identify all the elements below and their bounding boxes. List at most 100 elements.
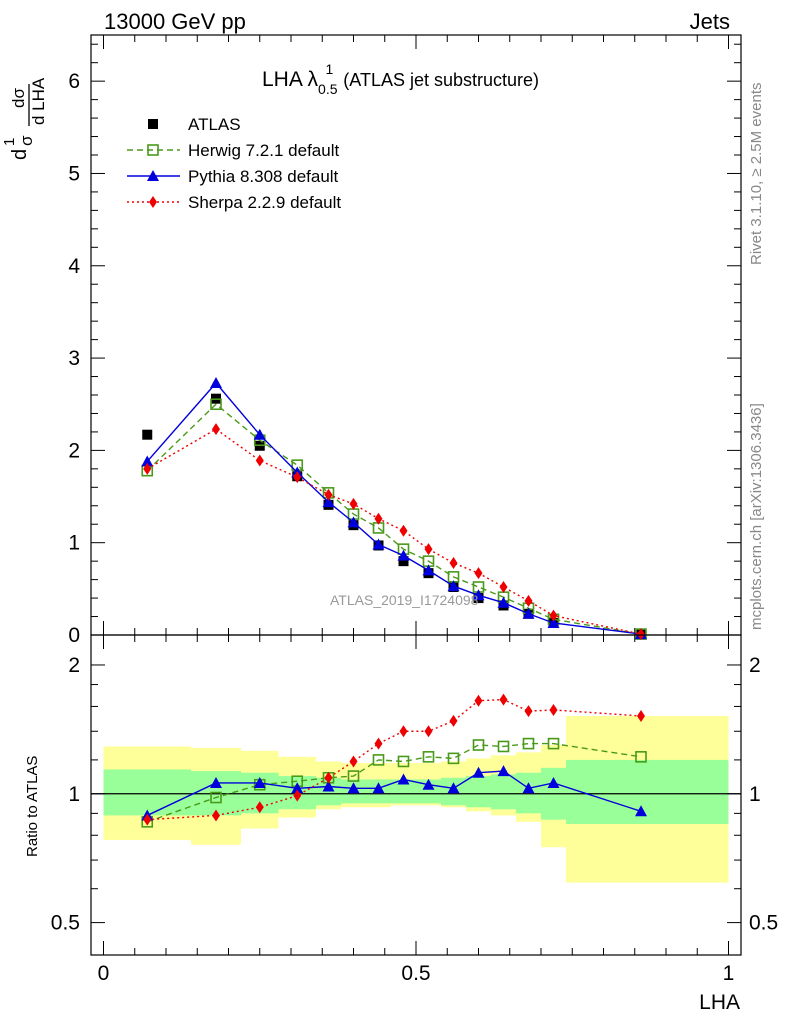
y-label-dlha: d LHA	[29, 77, 48, 125]
main-y-tick-label: 2	[68, 439, 80, 462]
ratio-data-point	[322, 780, 335, 792]
main-y-axis-label: d 1 σ dσ d LHA	[1, 77, 48, 160]
ratio-band-inner	[466, 776, 491, 808]
main-data-point	[349, 497, 358, 510]
ratio-data-point	[424, 725, 433, 738]
ratio-data-point	[255, 801, 264, 814]
ratio-data-point	[549, 703, 558, 716]
analysis-watermark: ATLAS_2019_I1724098	[330, 592, 479, 608]
ratio-data-point	[522, 737, 535, 750]
y-label-one: 1	[1, 138, 18, 146]
ratio-series-pythia	[141, 765, 647, 821]
main-y-tick-label: 1	[68, 532, 80, 555]
ratio-data-point	[210, 776, 222, 788]
ratio-y-tick-label-left: 0.5	[51, 912, 80, 935]
ratio-band-inner	[391, 779, 416, 804]
ratio-series-sherpa	[143, 693, 645, 826]
ratio-data-point	[349, 755, 358, 768]
main-data-point	[524, 594, 533, 607]
ratio-data-point	[374, 737, 383, 750]
main-data-point	[497, 596, 510, 608]
main-data-point	[398, 556, 409, 567]
x-tick-label: 0.5	[401, 962, 430, 985]
main-data-point	[293, 471, 302, 484]
legend-marker	[148, 119, 158, 129]
main-y-tick-label: 4	[68, 255, 80, 278]
ratio-y-tick-label-right: 1	[749, 783, 761, 806]
legend-label: Sherpa 2.2.9 default	[188, 193, 341, 212]
main-series-pythia	[141, 377, 647, 640]
legend-marker	[147, 170, 159, 181]
plot-title: LHA λ0.5 1 (ATLAS jet substructure)	[262, 61, 539, 97]
legend-item: ATLAS	[148, 115, 241, 134]
ratio-y-tick-label-right: 0.5	[749, 912, 778, 935]
mcplots-reference-label: mcplots.cern.ch [arXiv:1306.3436]	[748, 403, 765, 630]
ratio-y-tick-label-left: 1	[68, 783, 80, 806]
main-data-point	[397, 549, 410, 561]
main-data-point	[374, 512, 383, 525]
main-data-point	[255, 454, 264, 467]
plot-title-main: LHA λ	[262, 68, 319, 91]
legend-label: Herwig 7.2.1 default	[188, 141, 339, 160]
ratio-data-point	[253, 776, 266, 788]
main-y-tick-label: 3	[68, 347, 80, 370]
main-data-point	[472, 589, 485, 601]
ratio-data-point	[547, 776, 560, 788]
legend-item: Herwig 7.2.1 default	[127, 141, 339, 160]
main-data-point	[372, 538, 385, 550]
ratio-data-point	[635, 751, 647, 763]
plot-title-sub: 0.5	[318, 81, 338, 97]
ratio-data-point	[497, 765, 510, 777]
main-series-sherpa	[143, 423, 645, 641]
ratio-data-point	[293, 789, 302, 802]
main-data-point	[447, 580, 460, 592]
ratio-data-point	[422, 751, 435, 763]
main-data-point	[210, 377, 222, 388]
main-data-point	[253, 428, 266, 440]
main-series-line	[146, 428, 642, 635]
main-plot-panel: 0 1 2 3 4 5 6	[68, 34, 742, 647]
ratio-data-point	[372, 782, 385, 794]
main-data-point	[637, 628, 645, 641]
x-tick-label: 1	[723, 962, 735, 985]
main-data-point	[143, 462, 152, 475]
ratio-data-point	[499, 693, 508, 706]
main-data-point	[212, 423, 220, 436]
legend-marker	[149, 196, 157, 208]
ratio-band-inner	[566, 759, 729, 824]
main-series-line	[146, 403, 642, 635]
legend-marker	[147, 144, 159, 156]
main-data-point	[347, 516, 360, 528]
ratio-data-point	[324, 771, 333, 784]
ratio-band-inner	[103, 769, 191, 816]
main-data-point	[141, 455, 154, 467]
rivet-version-label: Rivet 3.1.10, ≥ 2.5M events	[748, 83, 765, 266]
ratio-data-point	[372, 754, 385, 766]
ratio-data-point	[291, 782, 304, 794]
ratio-data-point	[347, 782, 360, 794]
ratio-y-tick-label-left: 2	[68, 654, 80, 677]
main-data-point	[547, 617, 560, 628]
ratio-data-point	[422, 778, 435, 790]
ratio-data-point	[449, 714, 458, 727]
main-data-point	[474, 567, 483, 580]
main-data-point	[499, 581, 508, 593]
ratio-data-point	[497, 740, 510, 753]
ratio-data-point	[399, 725, 408, 738]
y-label-sigma: σ	[17, 135, 36, 146]
ratio-data-point	[447, 752, 460, 765]
ratio-data-point	[472, 766, 485, 778]
ratio-data-point	[347, 770, 360, 782]
y-label-dsigma: dσ	[9, 88, 28, 108]
ratio-data-point	[472, 739, 485, 751]
ratio-series-line	[147, 698, 642, 821]
legend-item: Pythia 8.308 default	[127, 167, 339, 186]
ratio-series-line	[147, 742, 642, 823]
ratio-data-point	[143, 813, 152, 826]
ratio-data-point	[447, 782, 460, 794]
plot-title-note: (ATLAS jet substructure)	[343, 70, 539, 90]
ratio-band-inner	[491, 774, 516, 810]
plot-title-sup: 1	[326, 61, 334, 77]
ratio-data-point	[547, 737, 560, 750]
ratio-data-point	[397, 773, 410, 785]
